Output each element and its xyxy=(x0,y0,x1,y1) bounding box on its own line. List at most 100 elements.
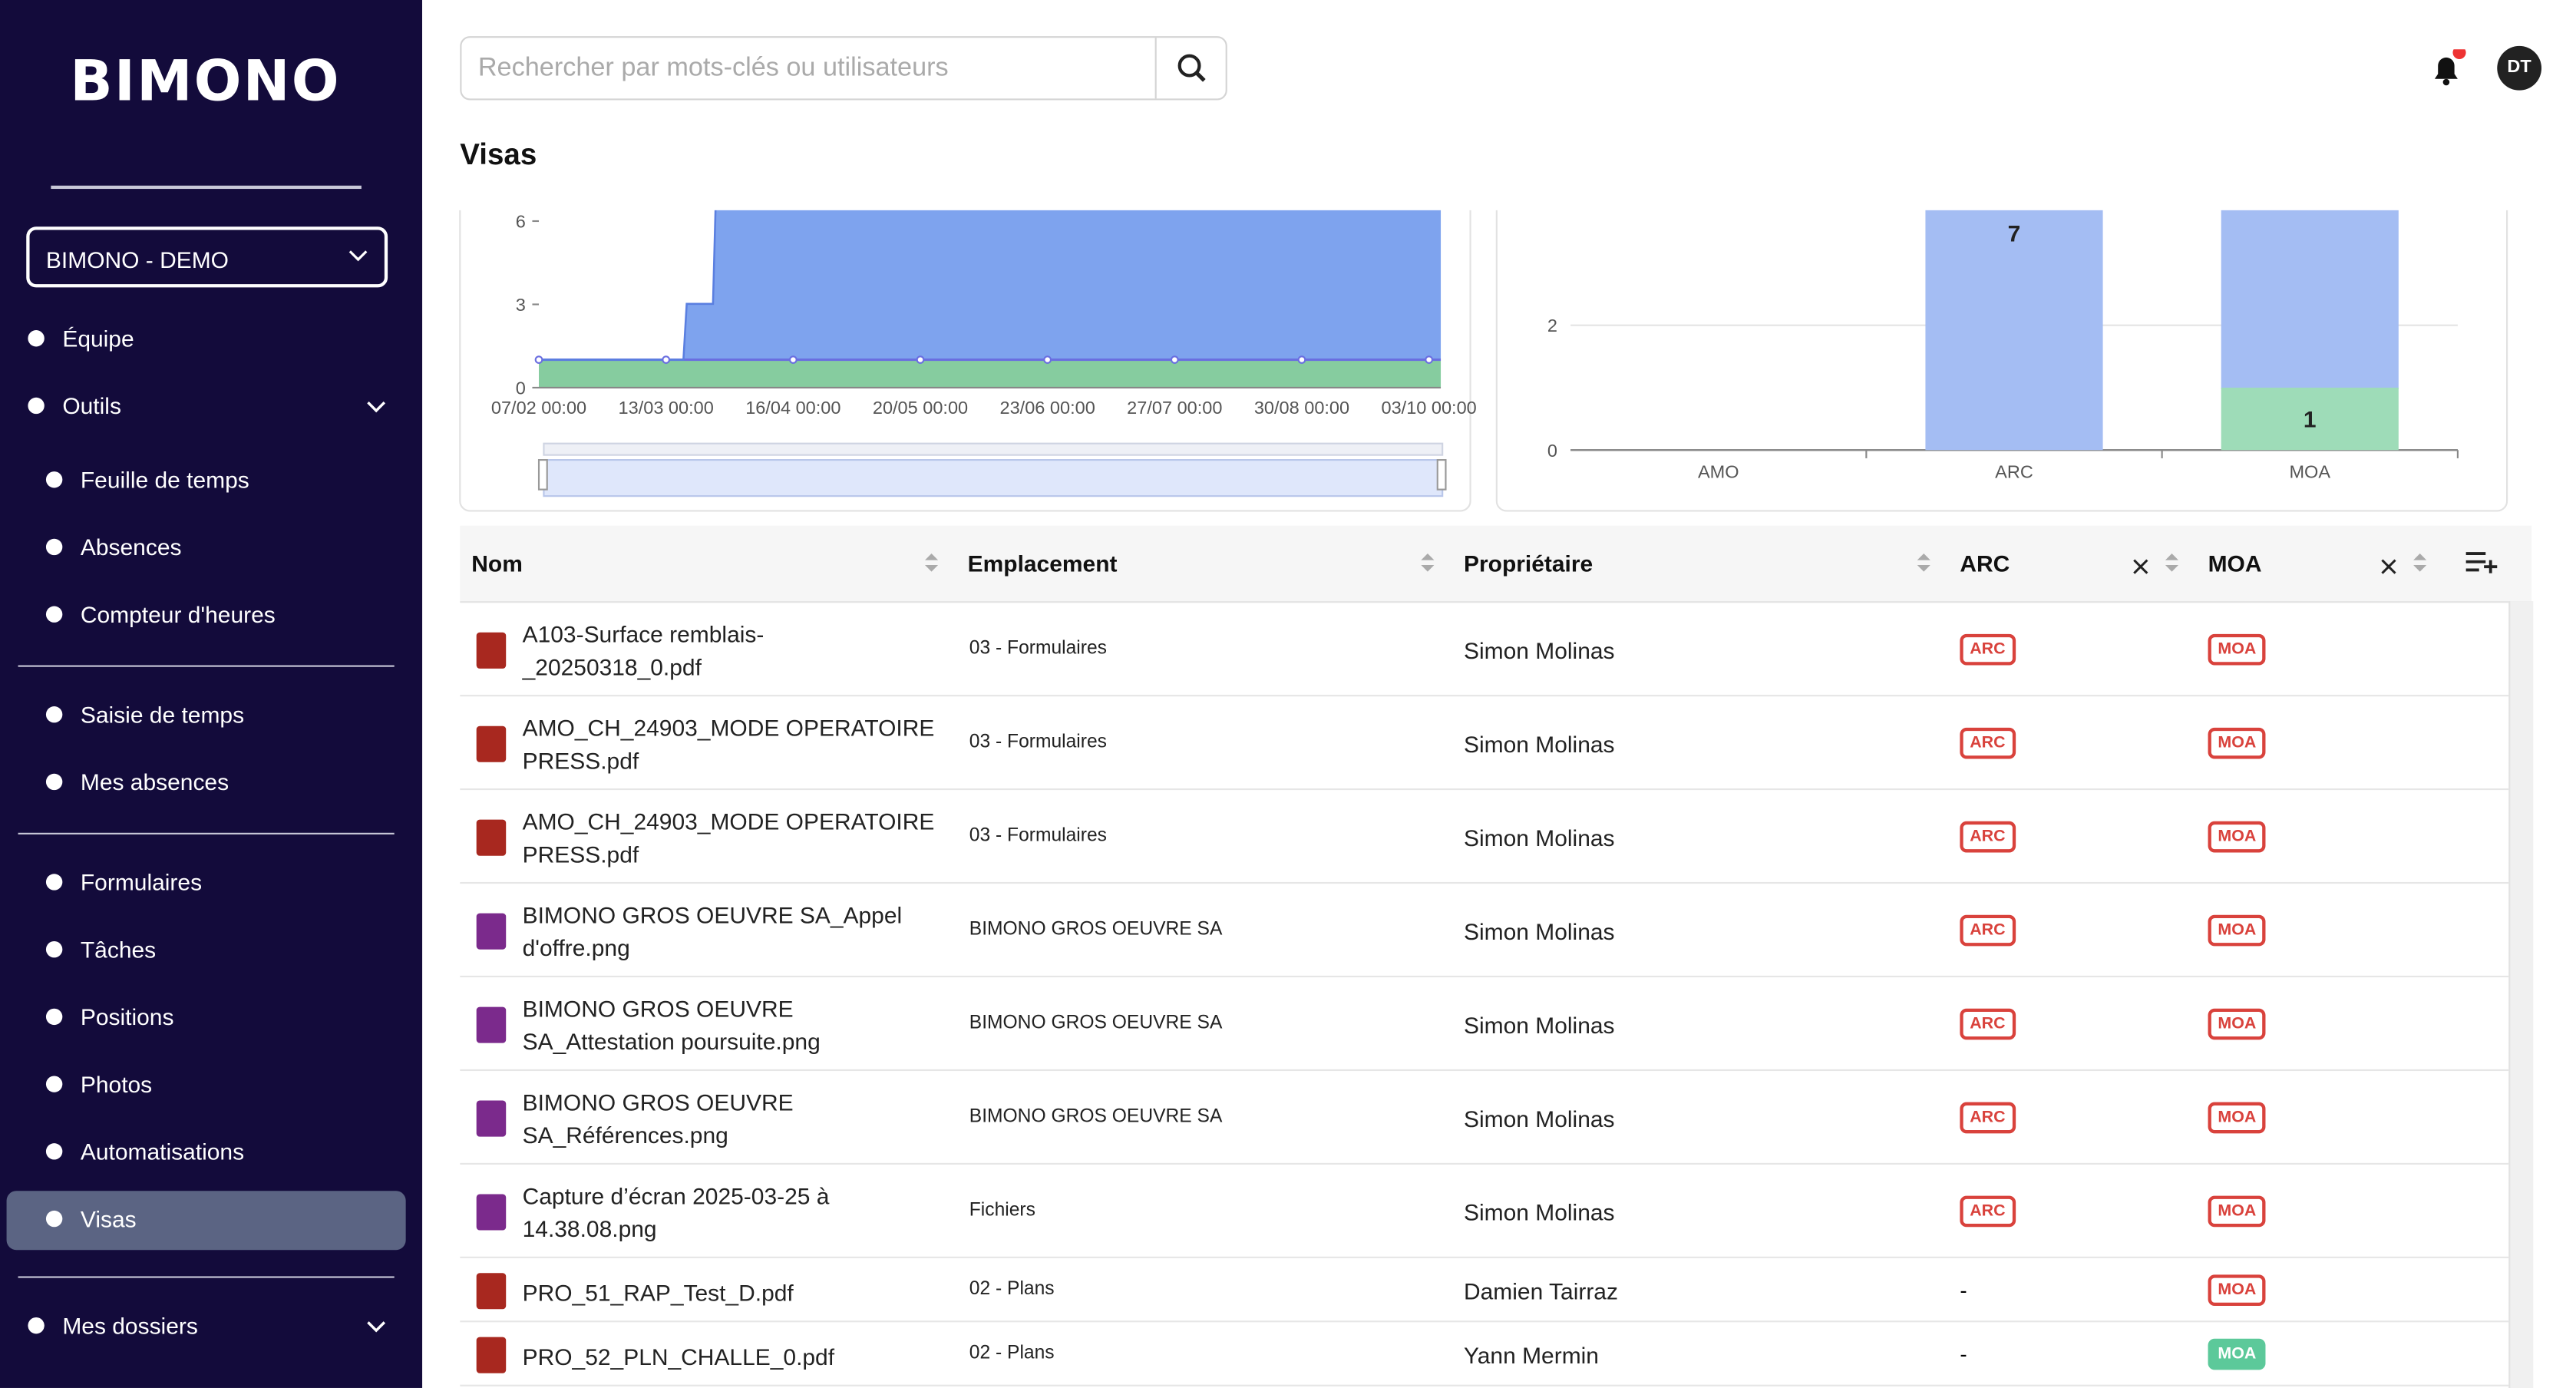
menu-item[interactable]: Saisie de temps xyxy=(45,702,244,728)
menu-label: Outils xyxy=(62,392,121,419)
menu-item[interactable]: Outils xyxy=(26,392,386,419)
x-tick-label: 20/05 00:00 xyxy=(873,398,968,418)
icon-shape xyxy=(45,1143,63,1160)
icon xyxy=(45,1076,63,1092)
column-header[interactable]: Emplacement xyxy=(967,550,1118,577)
sort-icon[interactable] xyxy=(924,552,939,582)
owner: Yann Mermin xyxy=(1464,1340,1599,1368)
menu-item[interactable]: Feuille de temps xyxy=(45,467,249,493)
project-select[interactable]: BIMONO - DEMO xyxy=(26,226,388,288)
sort-icon[interactable] xyxy=(2165,552,2179,582)
add-column[interactable] xyxy=(2465,550,2499,582)
owner: Simon Molinas xyxy=(1464,1198,1615,1225)
x-tick-label: 27/07 00:00 xyxy=(1127,398,1222,418)
owner: Simon Molinas xyxy=(1464,824,1615,851)
bar-label: 1 xyxy=(2304,407,2317,432)
menu-item[interactable]: Automatisations xyxy=(45,1138,244,1165)
logo: BIMONO xyxy=(70,49,341,115)
icon xyxy=(45,706,63,723)
notification-bell[interactable] xyxy=(2428,45,2466,86)
moa-badge: MOA xyxy=(2208,1101,2267,1133)
menu-item[interactable]: Absences xyxy=(45,534,182,560)
header xyxy=(422,0,2576,210)
icon-shape xyxy=(45,606,63,623)
bar xyxy=(2221,387,2399,451)
table-row[interactable] xyxy=(460,696,2509,791)
menu-item[interactable]: Mes dossiers xyxy=(26,1312,386,1339)
menu-item[interactable]: Positions xyxy=(45,1003,173,1030)
chevron-path xyxy=(367,401,386,413)
active-bg xyxy=(6,1191,406,1251)
menu-item[interactable]: Visas xyxy=(45,1205,137,1232)
location: 02 - Plans xyxy=(969,1278,1055,1299)
x-tick-label: AMO xyxy=(1698,462,1739,482)
menu-label: Mes dossiers xyxy=(62,1312,198,1339)
file-name: BIMONO GROS OEUVRE SA_Attestation poursu… xyxy=(522,994,821,1054)
table-row[interactable] xyxy=(460,790,2509,884)
column-header[interactable]: Propriétaire xyxy=(1464,550,1593,577)
icon-shape xyxy=(45,1076,63,1092)
column-header[interactable]: Nom xyxy=(471,550,523,577)
file-icon xyxy=(476,818,507,855)
menu-item[interactable]: Formulaires xyxy=(45,869,202,895)
icon-shape xyxy=(28,330,45,347)
icon xyxy=(45,606,63,623)
icon-shape xyxy=(45,471,63,488)
sort-icon[interactable] xyxy=(2413,552,2427,582)
owner: Simon Molinas xyxy=(1464,636,1615,663)
column-header[interactable]: ARC xyxy=(1960,550,2010,577)
remove-column[interactable] xyxy=(2380,554,2396,583)
menu-label: Absences xyxy=(80,534,182,560)
icon-shape xyxy=(45,1008,63,1026)
sort-icon[interactable] xyxy=(1421,552,1435,582)
menu-item[interactable]: Tâches xyxy=(45,937,156,963)
point xyxy=(662,355,671,364)
icon xyxy=(28,397,45,415)
table-row[interactable] xyxy=(460,884,2509,978)
file-name: AMO_CH_24903_MODE OPERATOIRE PRESS.pdf xyxy=(522,807,935,867)
location: Fichiers xyxy=(969,1199,1035,1220)
menu-item[interactable]: Compteur d'heures xyxy=(45,601,276,627)
menu-label: Équipe xyxy=(62,325,134,352)
menu-label: Automatisations xyxy=(80,1138,245,1165)
icon xyxy=(45,773,63,791)
arc-badge: ARC xyxy=(1960,1007,2016,1039)
avatar[interactable]: DT xyxy=(2497,45,2542,91)
line xyxy=(539,180,718,361)
point xyxy=(1297,355,1306,364)
arc-badge: ARC xyxy=(1960,1195,2016,1227)
divider xyxy=(18,665,395,667)
moa-badge: MOA xyxy=(2208,633,2267,665)
x-tick-label: 03/10 00:00 xyxy=(1382,398,1477,418)
table-row[interactable] xyxy=(460,1165,2509,1258)
slider-track xyxy=(543,442,1444,456)
moa-badge: MOA xyxy=(2208,914,2267,946)
file-icon xyxy=(476,631,507,668)
location: 02 - Plans xyxy=(969,1343,1055,1363)
sort-icon[interactable] xyxy=(1917,552,1930,582)
x-tick-label: MOA xyxy=(2289,462,2330,482)
file-icon xyxy=(476,912,507,949)
menu-item[interactable]: Photos xyxy=(45,1071,152,1097)
moa-badge: MOA xyxy=(2208,1337,2267,1370)
arc-badge: ARC xyxy=(1960,820,2016,852)
sidebar: BIMONO BIMONO - DEMO Équipe Outils Feuille… xyxy=(0,0,423,1388)
column-header[interactable]: MOA xyxy=(2208,550,2262,577)
remove-column[interactable] xyxy=(2132,554,2148,583)
table-row[interactable] xyxy=(460,1258,2509,1323)
y-tick-label: 0 xyxy=(516,378,526,398)
table-row[interactable] xyxy=(460,603,2509,697)
menu-item[interactable]: Équipe xyxy=(26,326,134,352)
menu-label: Saisie de temps xyxy=(80,701,245,728)
y-tick-label: 6 xyxy=(516,212,526,232)
menu-item[interactable]: Mes absences xyxy=(45,768,229,795)
search-box[interactable]: Rechercher par mots-clés ou utilisateurs xyxy=(460,36,1227,101)
icon xyxy=(45,1210,63,1228)
point xyxy=(1043,355,1052,364)
icon xyxy=(45,1143,63,1160)
table-row[interactable] xyxy=(460,1322,2509,1386)
table-row[interactable] xyxy=(460,977,2509,1072)
table-row[interactable] xyxy=(460,1071,2509,1165)
location: BIMONO GROS OEUVRE SA xyxy=(969,1106,1223,1126)
search-button[interactable] xyxy=(1154,38,1227,99)
